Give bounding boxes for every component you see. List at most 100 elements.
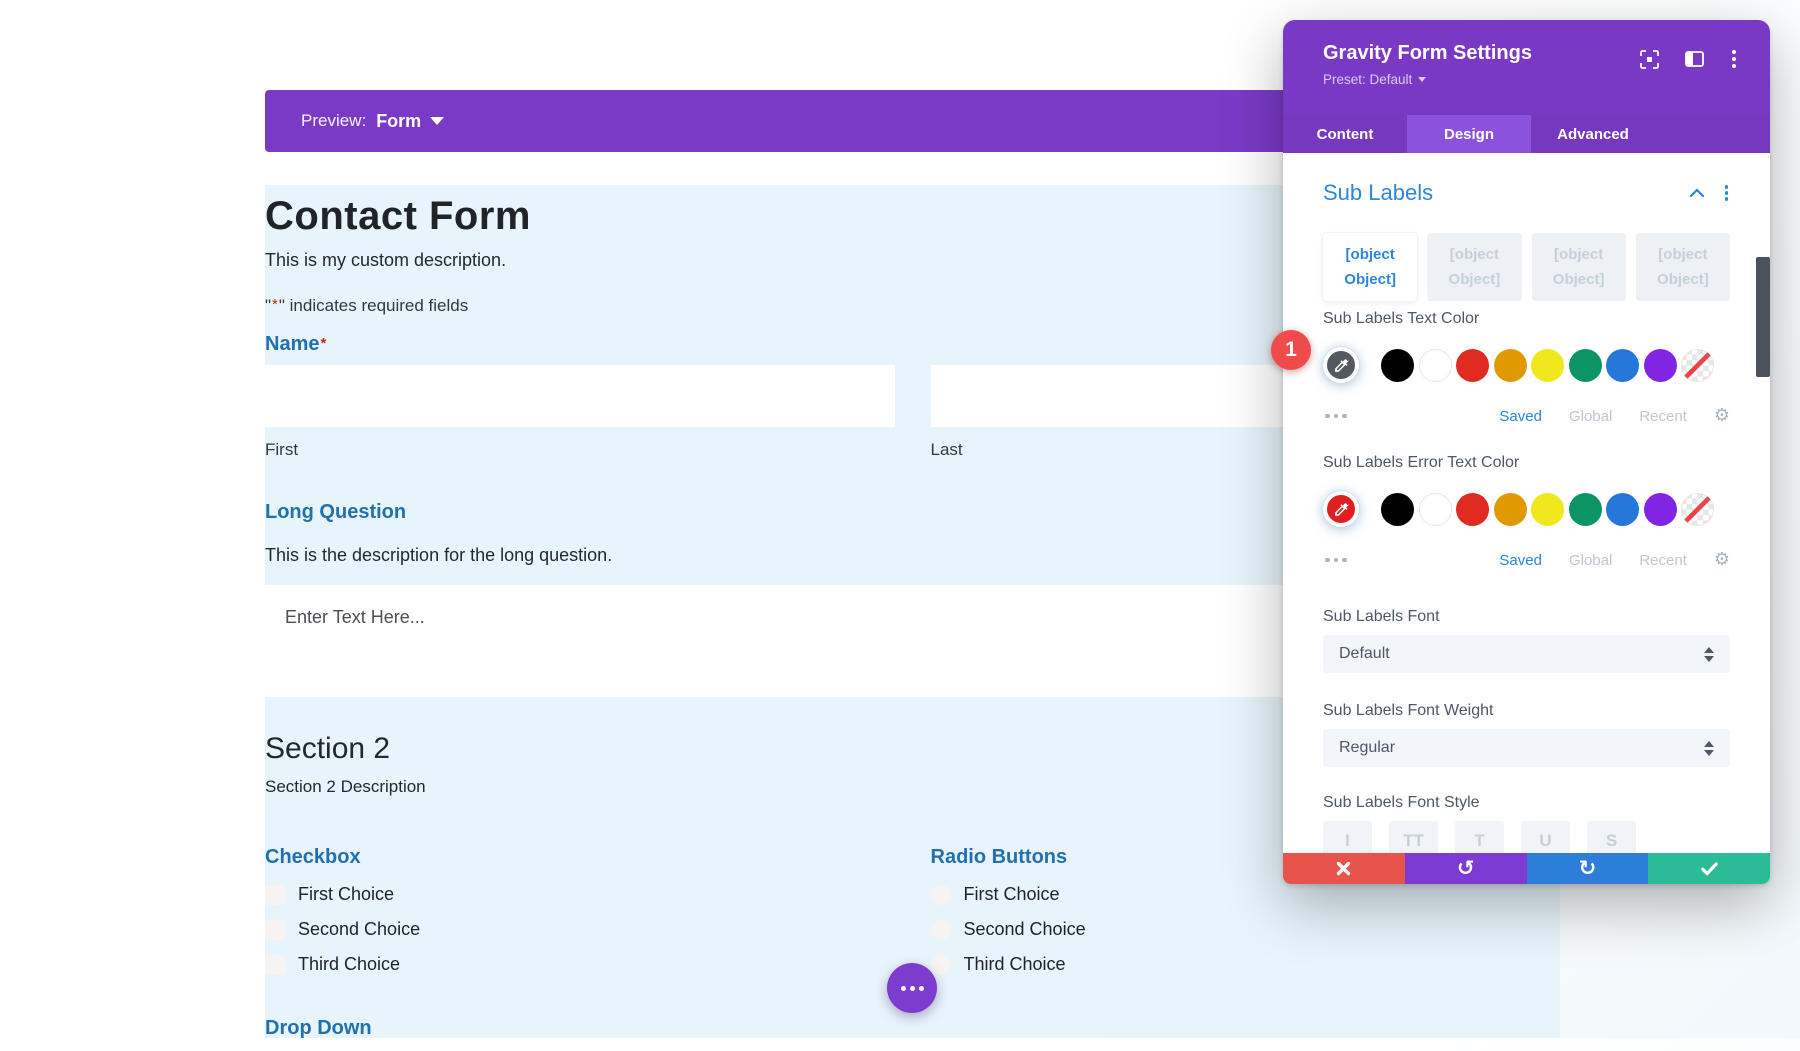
color-swatch-orange[interactable] (1493, 348, 1527, 382)
checkbox-option: Third Choice (265, 954, 895, 975)
link-saved[interactable]: Saved (1499, 551, 1542, 569)
required-asterisk: * (272, 296, 278, 313)
annotation-badge-1: 1 (1271, 330, 1311, 370)
undo-button[interactable]: ↺ (1404, 853, 1527, 884)
eyedropper-button[interactable] (1323, 491, 1359, 527)
check-icon (1700, 861, 1718, 875)
strikethrough-button[interactable]: S (1587, 821, 1636, 853)
subtab-2[interactable]: [object Object] (1427, 233, 1522, 301)
checkbox-option-label: Second Choice (298, 919, 421, 939)
color-swatch-blue[interactable] (1606, 492, 1639, 526)
sub-labels-section-header[interactable]: Sub Labels (1323, 179, 1730, 207)
preview-label: Preview: (301, 111, 367, 130)
gear-icon[interactable]: ⚙ (1713, 405, 1730, 426)
radio-input[interactable] (930, 884, 951, 905)
color-swatch-purple[interactable] (1643, 348, 1677, 382)
font-weight-select-value: Regular (1339, 739, 1396, 756)
section-title: Sub Labels (1323, 180, 1434, 205)
color-swatch-green[interactable] (1568, 348, 1602, 382)
font-label: Sub Labels Font (1323, 608, 1440, 625)
panel-kebab-menu-icon[interactable] (1730, 48, 1738, 70)
color-swatch-green[interactable] (1568, 492, 1602, 526)
link-global[interactable]: Global (1568, 407, 1613, 425)
more-colors-icon[interactable] (1323, 554, 1349, 567)
radio-field: Radio Buttons First Choice Second Choice… (930, 844, 1561, 1051)
underline-button[interactable]: U (1521, 821, 1570, 853)
more-colors-icon[interactable] (1323, 410, 1349, 423)
color-swatch-red[interactable] (1456, 492, 1489, 526)
radio-option-label: Third Choice (963, 954, 1066, 974)
uppercase-button[interactable]: TT (1389, 821, 1438, 853)
module-more-options-button[interactable] (887, 963, 937, 1013)
italic-button[interactable]: I (1323, 821, 1372, 853)
first-name-input[interactable] (265, 365, 895, 427)
chevron-down-icon (1418, 77, 1427, 82)
color-swatch-orange[interactable] (1493, 492, 1527, 526)
checkbox-option-label: Third Choice (298, 954, 401, 974)
color-swatch-black[interactable] (1381, 492, 1414, 526)
tab-advanced[interactable]: Advanced (1557, 125, 1629, 143)
link-recent[interactable]: Recent (1639, 551, 1687, 569)
preset-selector[interactable]: Preset: Default (1323, 72, 1770, 87)
checkbox-option: First Choice (265, 884, 895, 905)
font-select[interactable]: Default (1323, 635, 1730, 673)
preview-mode-value[interactable]: Form (376, 110, 422, 131)
dot (909, 985, 915, 991)
focus-mode-icon[interactable] (1640, 49, 1659, 69)
chevron-down-icon (430, 117, 445, 125)
font-select-value: Default (1339, 645, 1390, 662)
panel-scrollbar-thumb[interactable] (1756, 257, 1770, 377)
chevron-up-icon[interactable] (1689, 188, 1705, 198)
gear-icon[interactable]: ⚙ (1713, 549, 1730, 570)
link-global[interactable]: Global (1568, 551, 1613, 569)
color-swatch-white[interactable] (1418, 348, 1452, 382)
preview-bar[interactable]: Preview: Form (265, 90, 1365, 152)
gravity-form-settings-panel: Gravity Form Settings Preset: Default Co… (1283, 20, 1770, 884)
color-swatch-blue[interactable] (1606, 348, 1639, 382)
link-saved[interactable]: Saved (1499, 407, 1542, 425)
color-swatch-white[interactable] (1418, 492, 1452, 526)
small-caps-button[interactable]: T (1455, 821, 1504, 853)
tab-content[interactable]: Content (1316, 125, 1374, 143)
save-button[interactable] (1648, 853, 1770, 884)
panel-title: Gravity Form Settings (1323, 42, 1532, 64)
color-swatch-purple[interactable] (1643, 492, 1677, 526)
panel-layout-icon[interactable] (1685, 51, 1704, 67)
color-swatch-red[interactable] (1456, 348, 1489, 382)
section-kebab-menu-icon[interactable] (1723, 183, 1731, 203)
checkbox-input[interactable] (265, 919, 285, 940)
sublabel-last: Last (930, 440, 963, 459)
discard-button[interactable] (1283, 853, 1405, 884)
color-swatch-yellow[interactable] (1531, 492, 1564, 526)
text-color-row (1323, 339, 1730, 391)
form-description: This is my custom description. (265, 250, 507, 270)
subtab-1[interactable]: [object Object] (1323, 233, 1418, 301)
name-field-label: Name* (265, 333, 327, 355)
checkbox-input[interactable] (265, 884, 285, 905)
tab-design[interactable]: Design (1407, 115, 1531, 153)
form-title: Contact Form (265, 194, 531, 238)
preset-label: Preset: Default (1323, 72, 1413, 87)
long-question-label: Long Question (265, 501, 407, 523)
font-weight-select[interactable]: Regular (1323, 729, 1730, 767)
undo-icon: ↺ (1456, 856, 1475, 880)
color-swatch-none[interactable] (1681, 348, 1714, 382)
sublabel-first: First (265, 440, 299, 459)
eyedropper-button[interactable] (1323, 347, 1359, 383)
checkbox-input[interactable] (265, 954, 285, 975)
checkbox-option: Second Choice (265, 919, 895, 940)
color-swatch-yellow[interactable] (1531, 348, 1564, 382)
color-swatch-black[interactable] (1381, 348, 1414, 382)
eyedropper-icon (1334, 358, 1349, 372)
color-swatch-none[interactable] (1681, 492, 1714, 526)
link-recent[interactable]: Recent (1639, 407, 1687, 425)
checkbox-field-label: Checkbox (265, 846, 361, 868)
sub-label-item-tabs: [object Object] [object Object] [object … (1323, 233, 1730, 301)
error-color-label: Sub Labels Error Text Color (1323, 454, 1520, 471)
redo-button[interactable]: ↻ (1526, 853, 1649, 884)
text-color-label: Sub Labels Text Color (1323, 310, 1480, 327)
subtab-3[interactable]: [object Object] (1531, 233, 1626, 301)
subtab-4[interactable]: [object Object] (1635, 233, 1730, 301)
radio-input[interactable] (930, 919, 951, 940)
radio-input[interactable] (930, 954, 951, 975)
